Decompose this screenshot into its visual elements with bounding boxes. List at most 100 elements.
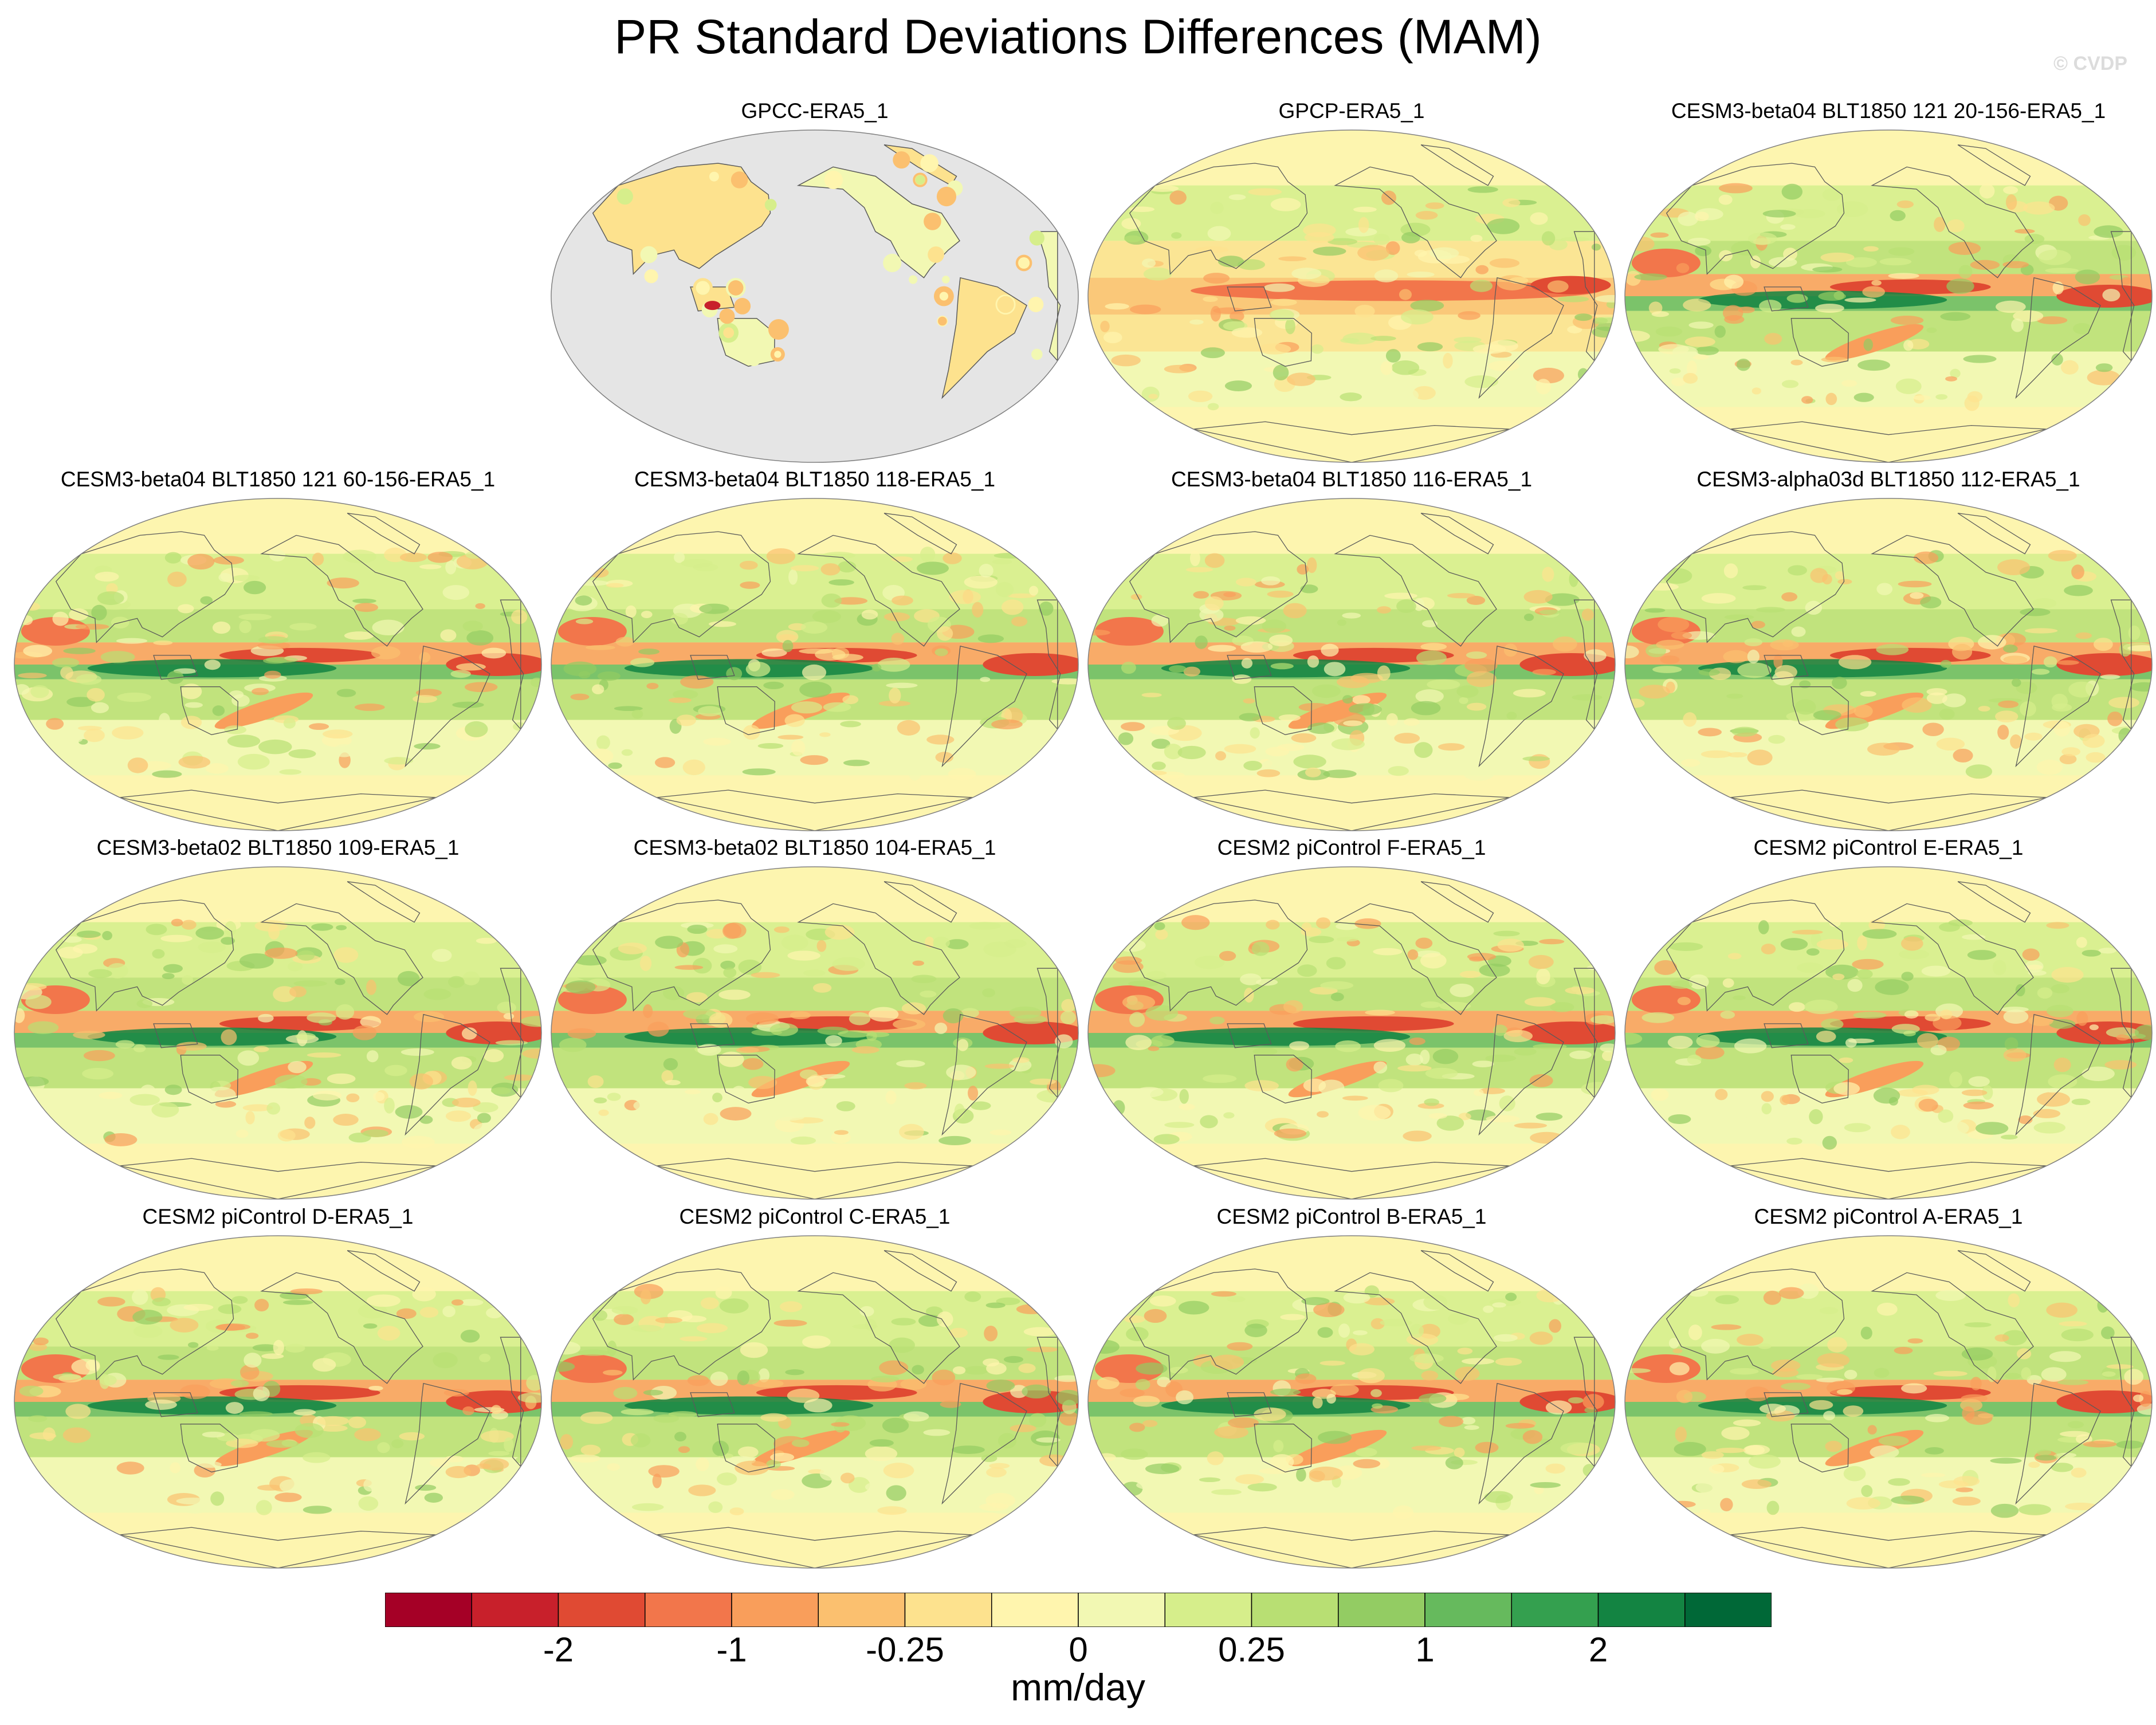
anomaly-patch <box>481 647 506 659</box>
coastline <box>1730 1158 2047 1199</box>
anomaly-patch <box>1780 938 1808 950</box>
anomaly-patch <box>409 1073 433 1090</box>
anomaly-patch <box>297 950 315 961</box>
anomaly-patch <box>2116 1034 2130 1041</box>
anomaly-patch <box>647 1021 669 1037</box>
anomaly-patch <box>1400 309 1434 325</box>
anomaly-patch <box>2076 1011 2088 1026</box>
anomaly-patch <box>1715 1089 1728 1101</box>
anomaly-patch <box>124 1500 158 1506</box>
colorbar-swatch <box>904 1592 992 1628</box>
coastline <box>1764 1392 1809 1417</box>
anomaly-patch <box>327 1130 347 1135</box>
anomaly-patch <box>1674 1135 1705 1144</box>
anomaly-patch <box>661 1070 674 1083</box>
anomaly-patch <box>803 1398 832 1413</box>
panel-title: CESM2 piControl C-ERA5_1 <box>679 1205 951 1228</box>
anomaly-patch <box>800 755 828 765</box>
anomaly-patch <box>720 960 736 970</box>
anomaly-patch <box>1251 941 1270 956</box>
atlantic-itcz <box>2056 653 2152 676</box>
anomaly-patch <box>1945 376 1957 382</box>
anomaly-patch <box>2098 948 2116 954</box>
anomaly-patch <box>1948 242 1981 256</box>
anomaly-patch <box>444 1455 464 1463</box>
anomaly-patch <box>465 682 498 693</box>
anomaly-patch <box>1149 1295 1176 1307</box>
anomaly-patch <box>1331 738 1365 750</box>
anomaly-patch <box>266 1440 299 1448</box>
anomaly-patch <box>613 1386 638 1400</box>
anomaly-patch <box>1154 922 1165 930</box>
anomaly-patch <box>2065 1502 2098 1511</box>
anomaly-patch <box>1164 364 1195 374</box>
anomaly-patch <box>1773 654 1783 669</box>
anomaly-patch <box>1121 722 1145 732</box>
colorbar-units: mm/day <box>1011 1666 1145 1708</box>
anomaly-patch <box>1124 1315 1145 1323</box>
anomaly-patch <box>1914 551 1939 564</box>
anomaly-patch <box>1464 375 1498 388</box>
anomaly-patch <box>1837 579 1852 585</box>
anomaly-patch <box>879 1360 909 1376</box>
equatorial-band <box>87 1027 337 1046</box>
anomaly-patch <box>653 1414 680 1423</box>
anomaly-patch <box>849 1012 871 1025</box>
anomaly-patch <box>1012 1057 1030 1063</box>
anomaly-patch <box>1761 944 1776 954</box>
anomaly-patch <box>170 1318 199 1333</box>
anomaly-patch <box>261 1450 272 1456</box>
anomaly-patch <box>1493 1334 1518 1342</box>
coastline <box>1790 318 1849 367</box>
coastline <box>1957 881 2031 923</box>
coastline <box>1790 1424 1849 1473</box>
anomaly-patch <box>1965 764 1993 779</box>
anomaly-patch <box>1539 610 1561 615</box>
anomaly-patch <box>1419 1393 1447 1404</box>
anomaly-patch <box>1100 320 1110 332</box>
map-panel: CESM2 piControl A-ERA5_1 <box>1622 1204 2155 1571</box>
spcz-band <box>214 1060 313 1098</box>
anomaly-patch <box>1250 727 1260 739</box>
anomaly-patch <box>1823 1410 1835 1421</box>
coastline <box>690 1392 735 1417</box>
anomaly-patch <box>1918 1098 1938 1112</box>
anomaly-patch <box>1845 1038 1857 1048</box>
anomaly-patch <box>75 623 109 630</box>
coastline <box>1957 513 2031 555</box>
anomaly-patch <box>989 1463 1010 1469</box>
anomaly-patch <box>1711 1324 1742 1330</box>
anomaly-patch <box>2041 1367 2067 1382</box>
anomaly-patch <box>1862 286 1885 298</box>
anomaly-patch <box>160 934 193 942</box>
anomaly-patch <box>1300 584 1318 594</box>
anomaly-patch <box>984 1063 1015 1069</box>
anomaly-patch <box>1770 639 1799 651</box>
anomaly-patch <box>440 629 457 642</box>
anomaly-patch <box>1522 1430 1543 1444</box>
anomaly-patch <box>1342 695 1353 704</box>
anomaly-patch <box>1464 658 1498 673</box>
anomaly-patch <box>152 770 182 778</box>
anomaly-patch <box>1733 995 1746 1000</box>
coastline <box>180 1055 238 1104</box>
anomaly-patch <box>1744 638 1763 647</box>
colorbar-tick-label: 0.25 <box>1218 1630 1285 1669</box>
anomaly-patch <box>1209 1016 1225 1024</box>
anomaly-patch <box>1343 720 1363 726</box>
anomaly-patch <box>696 1323 728 1334</box>
anomaly-patch <box>997 296 1014 313</box>
map-boundary <box>1624 866 2153 1200</box>
anomaly-patch <box>567 1028 596 1039</box>
anomaly-patch <box>1895 378 1922 394</box>
anomaly-patch <box>462 620 483 632</box>
anomaly-patch <box>1493 930 1520 937</box>
anomaly-patch <box>1338 1323 1350 1338</box>
anomaly-patch <box>928 246 944 263</box>
anomaly-patch <box>1469 956 1485 962</box>
anomaly-patch <box>346 1093 360 1102</box>
anomaly-patch <box>1097 1453 1116 1461</box>
anomaly-patch <box>1459 697 1468 704</box>
coastline <box>1193 421 1510 462</box>
anomaly-patch <box>415 1484 437 1491</box>
